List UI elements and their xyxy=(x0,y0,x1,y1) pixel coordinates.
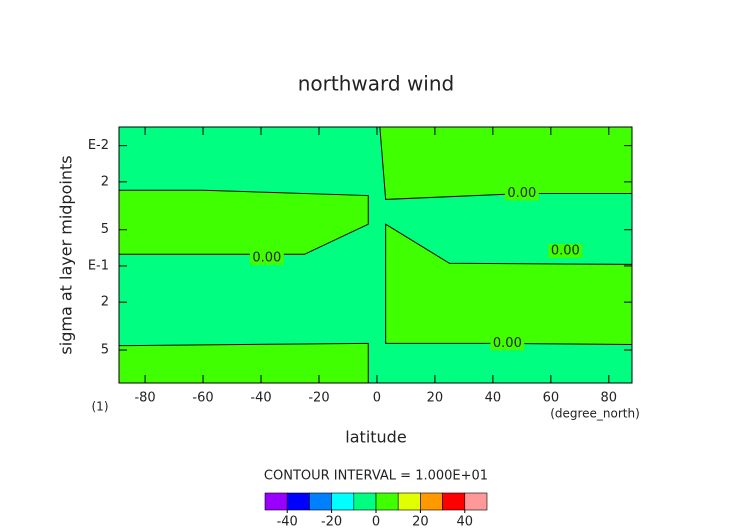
frame-label: (1) xyxy=(92,400,109,414)
contour-label-bg xyxy=(548,243,583,258)
colorbar-segment xyxy=(464,492,488,511)
colorbar-tick-label: 20 xyxy=(412,515,429,530)
colorbar-tick-label: -40 xyxy=(277,515,298,530)
y-tick-label: 2 xyxy=(101,174,109,189)
colorbar-segment xyxy=(375,492,399,511)
y-tick-label: 5 xyxy=(101,343,109,358)
contour-label-bg xyxy=(504,186,539,201)
contour-label: 0.00 xyxy=(507,186,536,201)
y-tick-label: 2 xyxy=(101,295,109,310)
x-tick-label: 60 xyxy=(543,391,560,406)
colorbar-segment xyxy=(442,492,466,511)
contour-region xyxy=(118,342,369,384)
contour-label: 0.00 xyxy=(551,243,580,258)
x-tick-label: -60 xyxy=(192,391,213,406)
y-axis-label: sigma at layer midpoints xyxy=(57,155,76,354)
contour-label-bg xyxy=(249,251,284,266)
colorbar-tick-label: 40 xyxy=(457,515,474,530)
x-tick-label: -20 xyxy=(308,391,329,406)
x-tick-label: 20 xyxy=(427,391,444,406)
colorbar-segment xyxy=(353,492,377,511)
x-axis-label: latitude xyxy=(345,428,406,447)
x-tick-label: 80 xyxy=(601,391,618,406)
y-tick-label: E-1 xyxy=(88,258,109,273)
colorbar-tick-label: 0 xyxy=(372,515,380,530)
colorbar-segment xyxy=(397,492,421,511)
plot-frame xyxy=(118,126,633,384)
colorbar-segment xyxy=(331,492,355,511)
contour-label: 0.00 xyxy=(493,336,522,351)
colorbar-segment xyxy=(264,492,288,511)
y-tick-label: 5 xyxy=(101,222,109,237)
contour-label-bg xyxy=(490,336,525,351)
colorbar-segment xyxy=(420,492,443,511)
colorbar-segment xyxy=(309,492,332,511)
y-tick-label: E-2 xyxy=(88,138,109,153)
contour-interval: CONTOUR INTERVAL = 1.000E+01 xyxy=(264,469,488,484)
x-tick-label: 40 xyxy=(485,391,502,406)
x-tick-label: -80 xyxy=(134,391,155,406)
colorbar-segment xyxy=(286,492,310,511)
colorbar-tick-label: -20 xyxy=(321,515,342,530)
x-tick-label: -40 xyxy=(250,391,271,406)
contour-label: 0.00 xyxy=(252,251,281,266)
chart-title: northward wind xyxy=(298,72,454,96)
x-tick-label: 0 xyxy=(373,391,381,406)
x-unit: (degree_north) xyxy=(550,407,640,421)
